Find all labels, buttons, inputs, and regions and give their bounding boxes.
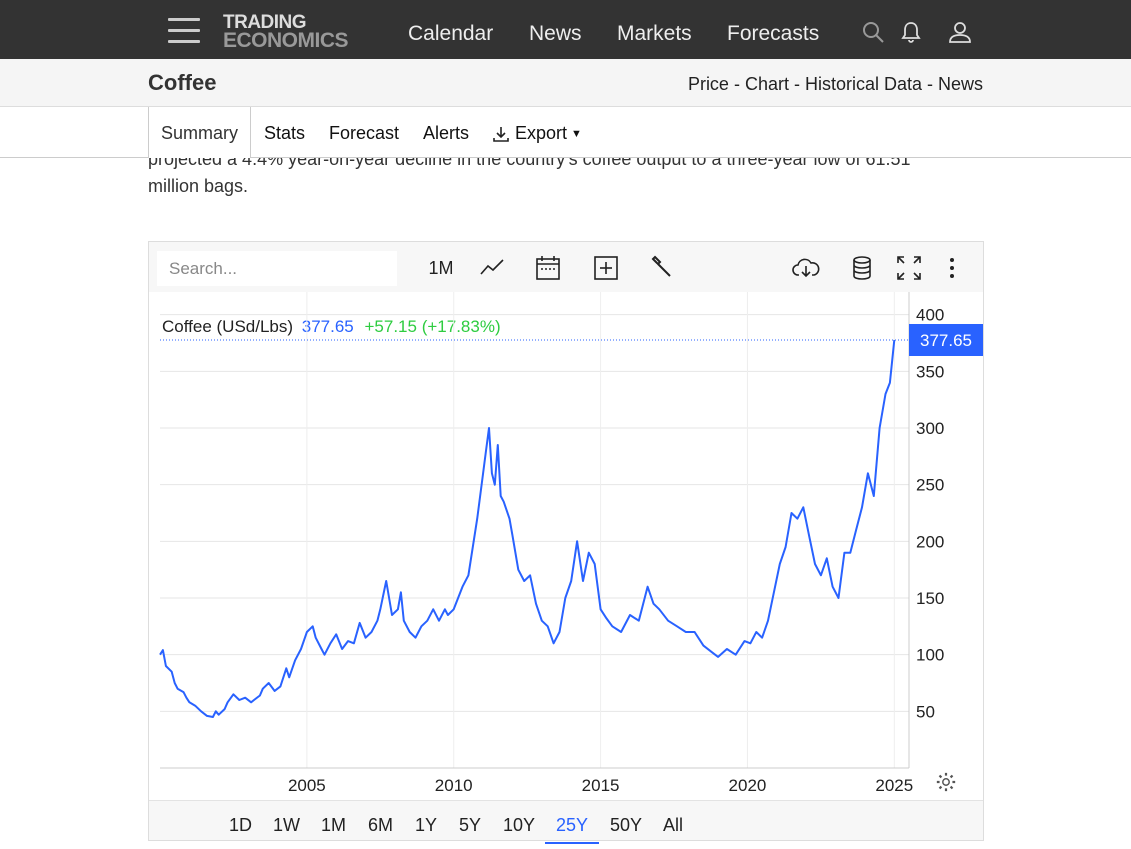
user-icon[interactable] bbox=[948, 20, 972, 44]
tabs-bar: Summary Stats Forecast Alerts Export ▼ bbox=[0, 107, 1131, 158]
caret-down-icon: ▼ bbox=[571, 127, 582, 140]
y-tick-label: 300 bbox=[916, 419, 944, 438]
range-button-1y[interactable]: 1Y bbox=[415, 815, 438, 835]
range-button-all[interactable]: All bbox=[663, 815, 684, 835]
download-icon bbox=[493, 126, 509, 142]
nav-forecasts[interactable]: Forecasts bbox=[727, 22, 820, 45]
wrench-icon[interactable] bbox=[647, 254, 675, 282]
legend-last-value: 377.65 bbox=[301, 317, 354, 336]
nav-news[interactable]: News bbox=[529, 22, 582, 45]
range-button-10y[interactable]: 10Y bbox=[503, 815, 536, 835]
range-button-5y[interactable]: 5Y bbox=[459, 815, 482, 835]
chart-toolbar: 1M bbox=[149, 242, 983, 292]
nav-markets[interactable]: Markets bbox=[617, 22, 692, 45]
search-icon[interactable] bbox=[861, 20, 885, 44]
database-icon[interactable] bbox=[848, 254, 876, 282]
bell-icon[interactable] bbox=[899, 20, 923, 44]
chart-settings-icon[interactable] bbox=[935, 771, 957, 793]
download-cloud-icon[interactable] bbox=[791, 254, 821, 282]
y-tick-label: 250 bbox=[916, 476, 944, 495]
tab-stats[interactable]: Stats bbox=[264, 123, 306, 143]
logo-line-1: TRADING bbox=[223, 12, 307, 33]
export-label: Export bbox=[515, 123, 568, 143]
page-title: Coffee bbox=[148, 70, 217, 95]
legend-change: +57.15 (+17.83%) bbox=[364, 317, 501, 336]
chart-legend: Coffee (USd/Lbs) 377.65 +57.15 (+17.83%) bbox=[162, 317, 501, 337]
fullscreen-icon[interactable] bbox=[895, 254, 923, 282]
tab-summary[interactable]: Summary bbox=[148, 107, 252, 158]
chart-search-input[interactable] bbox=[157, 251, 397, 286]
chart-plot-area[interactable]: Coffee (USd/Lbs) 377.65 +57.15 (+17.83%)… bbox=[149, 292, 983, 800]
more-vert-icon[interactable] bbox=[938, 254, 966, 282]
article-text-end: million bags. bbox=[148, 176, 249, 196]
legend-series-name: Coffee (USd/Lbs) bbox=[162, 317, 294, 336]
calendar-icon[interactable] bbox=[534, 254, 562, 282]
last-price-label: 377.65 bbox=[920, 331, 972, 350]
x-tick-label: 2010 bbox=[435, 776, 473, 795]
y-tick-label: 350 bbox=[916, 362, 944, 381]
range-selector: 1D 1W 1M 6M 1Y 5Y 10Y 25Y 50Y All bbox=[149, 800, 983, 844]
tab-export[interactable]: Export ▼ bbox=[491, 123, 582, 144]
y-tick-label: 50 bbox=[916, 702, 935, 721]
x-tick-label: 2015 bbox=[582, 776, 620, 795]
hamburger-menu-icon[interactable] bbox=[168, 18, 200, 46]
x-tick-label: 2025 bbox=[875, 776, 913, 795]
interval-button[interactable]: 1M bbox=[428, 257, 454, 278]
range-button-1w[interactable]: 1W bbox=[273, 815, 300, 835]
compare-plus-icon[interactable] bbox=[592, 254, 620, 282]
y-tick-label: 200 bbox=[916, 532, 944, 551]
range-button-50y[interactable]: 50Y bbox=[610, 815, 643, 835]
x-tick-label: 2005 bbox=[288, 776, 326, 795]
chart-container: 1M bbox=[148, 241, 984, 844]
line-chart-icon[interactable] bbox=[478, 254, 506, 282]
range-button-1d[interactable]: 1D bbox=[229, 815, 253, 835]
page-subheader: Coffee Price - Chart - Historical Data -… bbox=[0, 59, 1131, 107]
range-button-25y[interactable]: 25Y bbox=[545, 815, 600, 844]
logo[interactable]: TRADING ECONOMICS bbox=[223, 12, 349, 52]
subheader-links[interactable]: Price - Chart - Historical Data - News bbox=[687, 74, 983, 94]
y-tick-label: 400 bbox=[916, 306, 944, 325]
y-tick-label: 100 bbox=[916, 646, 944, 665]
range-button-1m[interactable]: 1M bbox=[321, 815, 347, 835]
tab-forecast[interactable]: Forecast bbox=[329, 123, 400, 143]
range-button-6m[interactable]: 6M bbox=[368, 815, 394, 835]
tab-alerts[interactable]: Alerts bbox=[423, 123, 470, 143]
series-line-coffee bbox=[159, 339, 896, 718]
last-price-badge bbox=[909, 323, 983, 356]
nav-calendar[interactable]: Calendar bbox=[408, 22, 494, 45]
price-chart[interactable]: 50 100 150 200 250 300 350 400 2005 2010 2015 2020 2… bbox=[149, 292, 983, 800]
y-tick-label: 150 bbox=[916, 589, 944, 608]
logo-line-2: ECONOMICS bbox=[223, 29, 349, 52]
x-tick-label: 2020 bbox=[729, 776, 767, 795]
top-navbar: TRADING ECONOMICS Calendar News Markets … bbox=[0, 0, 1131, 59]
